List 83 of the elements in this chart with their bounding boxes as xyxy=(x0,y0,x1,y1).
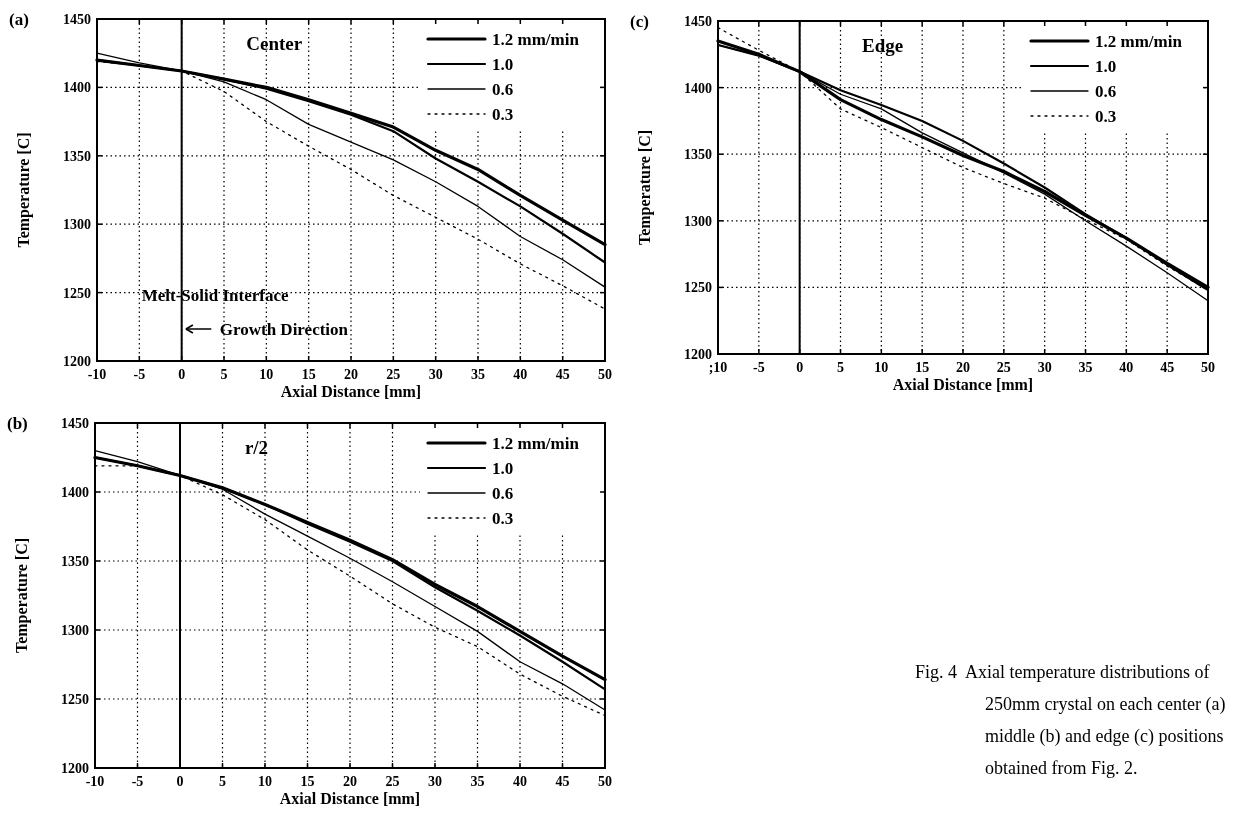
legend-label: 0.6 xyxy=(492,80,514,99)
y-tick-label: 1250 xyxy=(61,692,89,707)
y-axis-title: Temperature [C] xyxy=(636,129,654,246)
caption: Fig. 4 Axial temperature distributions of 250mm crystal on each center (a) middle (b) and edge (c) positions obtained from Fig. 2. xyxy=(915,662,1226,778)
x-tick-label: 20 xyxy=(344,367,358,382)
x-tick-label: 15 xyxy=(300,774,315,789)
x-tick-label: 10 xyxy=(258,774,272,789)
y-tick-label: 1350 xyxy=(63,148,91,164)
x-tick-label: 50 xyxy=(598,367,612,382)
legend-label: 1.0 xyxy=(492,459,514,478)
x-tick-label: 0 xyxy=(796,360,804,375)
x-tick-label: 40 xyxy=(513,367,528,382)
legend-label: 1.0 xyxy=(492,55,514,74)
x-tick-label: 35 xyxy=(471,367,485,382)
y-tick-label: 1200 xyxy=(63,354,91,369)
x-tick-label: 45 xyxy=(1160,360,1175,375)
x-tick-label: ;10 xyxy=(708,360,728,375)
y-tick-label: 1300 xyxy=(684,213,712,229)
y-tick-label: 1450 xyxy=(63,12,91,27)
x-tick-label: 20 xyxy=(343,774,357,789)
legend-label: 0.6 xyxy=(1095,82,1117,101)
x-axis-title: Axial Distance [mm] xyxy=(892,376,1034,393)
y-tick-label: 1350 xyxy=(61,554,89,569)
x-tick-label: -5 xyxy=(133,367,146,382)
legend-label: 1.2 mm/min xyxy=(1095,32,1183,51)
x-tick-label: 15 xyxy=(915,360,930,375)
y-tick-label: 1450 xyxy=(61,416,89,431)
x-axis-title: Axial Distance [mm] xyxy=(279,790,421,807)
y-tick-label: 1450 xyxy=(684,14,712,29)
legend-label: 1.2 mm/min xyxy=(492,434,580,453)
y-axis-title: Temperature [C] xyxy=(15,132,33,248)
x-tick-label: 50 xyxy=(598,774,612,789)
x-tick-label: 25 xyxy=(996,360,1011,375)
x-tick-label: 10 xyxy=(259,367,274,382)
chart-title: (b) xyxy=(7,414,28,433)
y-tick-label: 1400 xyxy=(63,80,91,96)
annotation: Growth Direction xyxy=(219,320,349,339)
x-tick-label: 50 xyxy=(1201,360,1215,375)
x-tick-label: 0 xyxy=(176,774,184,789)
x-tick-label: 30 xyxy=(1037,360,1052,375)
x-tick-label: 0 xyxy=(178,367,186,382)
x-tick-label: 30 xyxy=(428,774,442,789)
x-tick-label: 45 xyxy=(555,367,570,382)
y-axis-title: Temperature [C] xyxy=(13,537,31,654)
x-tick-label: 25 xyxy=(385,774,400,789)
x-tick-label: 10 xyxy=(874,360,889,375)
x-tick-label: 45 xyxy=(555,774,570,789)
annotation: Edge xyxy=(862,35,904,56)
chart-title: (a) xyxy=(9,10,29,29)
x-tick-label: 5 xyxy=(220,367,228,382)
y-tick-label: 1250 xyxy=(63,285,91,301)
legend-label: 1.2 mm/min xyxy=(492,30,580,49)
legend-label: 0.6 xyxy=(492,484,514,503)
y-tick-label: 1400 xyxy=(61,485,89,500)
y-tick-label: 1300 xyxy=(63,217,91,233)
x-tick-label: 35 xyxy=(470,774,485,789)
x-tick-label: 25 xyxy=(386,367,401,382)
x-tick-label: 30 xyxy=(428,367,443,382)
chart-title: (c) xyxy=(630,12,649,31)
x-tick-label: -10 xyxy=(87,367,107,382)
annotation: r/2 xyxy=(244,437,269,458)
y-tick-label: 1300 xyxy=(61,623,89,638)
x-tick-label: 15 xyxy=(301,367,316,382)
x-tick-label: 20 xyxy=(956,360,970,375)
y-tick-label: 1200 xyxy=(61,761,89,776)
x-tick-label: 40 xyxy=(1119,360,1134,375)
annotation: Center xyxy=(246,33,303,54)
x-axis-title: Axial Distance [mm] xyxy=(280,383,422,400)
x-tick-label: -5 xyxy=(753,360,765,375)
legend-label: 0.3 xyxy=(492,105,514,124)
x-tick-label: 5 xyxy=(219,774,226,789)
x-tick-label: -10 xyxy=(85,774,105,789)
x-tick-label: 40 xyxy=(513,774,527,789)
x-tick-label: 35 xyxy=(1078,360,1093,375)
legend-label: 0.3 xyxy=(492,509,514,528)
x-tick-label: -5 xyxy=(131,774,144,789)
legend-label: 1.0 xyxy=(1095,57,1117,76)
legend-label: 0.3 xyxy=(1095,107,1117,126)
y-tick-label: 1250 xyxy=(684,280,712,296)
y-tick-label: 1200 xyxy=(684,347,712,362)
y-tick-label: 1350 xyxy=(684,147,712,163)
y-tick-label: 1400 xyxy=(684,80,712,96)
x-tick-label: 5 xyxy=(837,360,844,375)
